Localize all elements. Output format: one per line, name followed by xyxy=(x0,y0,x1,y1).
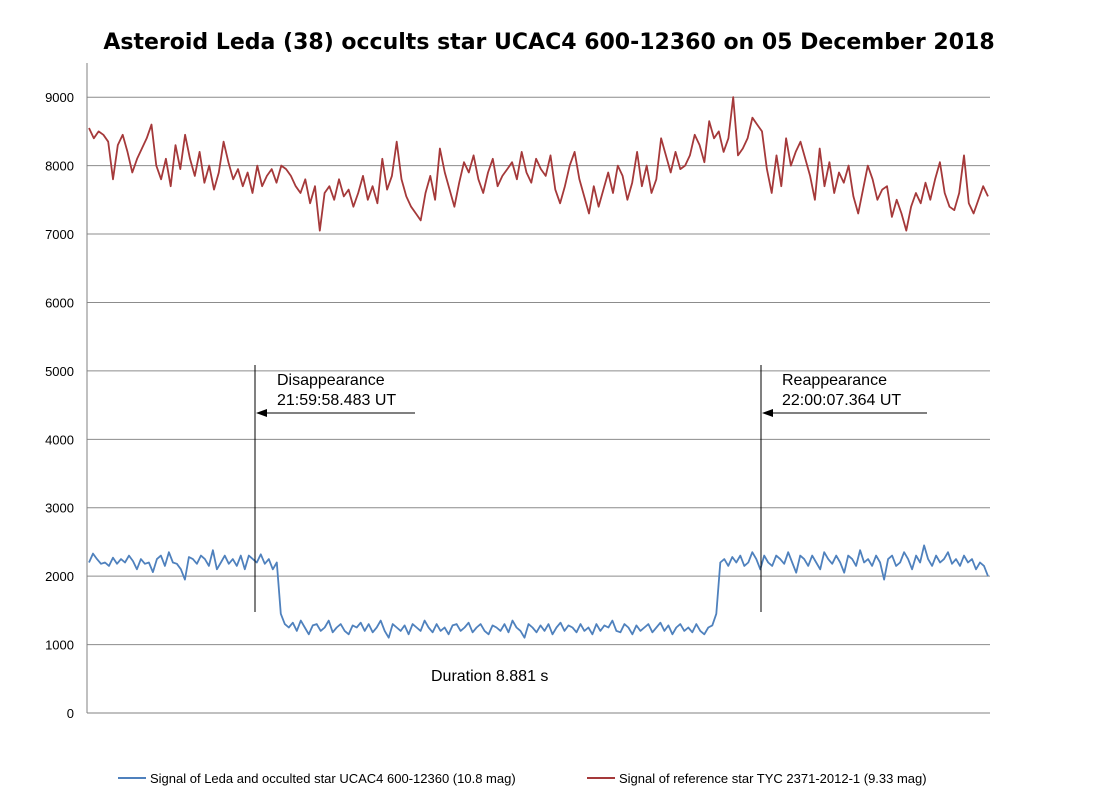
y-tick-label: 2000 xyxy=(45,569,74,584)
disappearance-annotation: Disappearance 21:59:58.483 UT xyxy=(254,365,415,612)
disappearance-label: Disappearance xyxy=(277,372,385,389)
reappearance-annotation: Reappearance 22:00:07.364 UT xyxy=(760,365,927,612)
disappearance-time: 21:59:58.483 UT xyxy=(277,392,396,409)
disappearance-arrow-head xyxy=(256,409,267,417)
legend-label-reference: Signal of reference star TYC 2371-2012-1… xyxy=(619,771,927,786)
y-tick-label: 6000 xyxy=(45,295,74,310)
gridlines xyxy=(87,96,990,646)
series-line-reference xyxy=(88,96,989,232)
y-axis-ticks: 0 1000 2000 3000 4000 5000 6000 7000 8000 9000 xyxy=(45,90,74,721)
series-line-leda xyxy=(88,544,989,639)
chart-title: Asteroid Leda (38) occults star UCAC4 60… xyxy=(103,30,994,55)
reappearance-arrow-head xyxy=(762,409,773,417)
series-layer xyxy=(88,96,989,639)
legend: Signal of Leda and occulted star UCAC4 6… xyxy=(118,771,927,786)
y-tick-label: 5000 xyxy=(45,364,74,379)
reappearance-time: 22:00:07.364 UT xyxy=(782,392,901,409)
y-tick-label: 8000 xyxy=(45,159,74,174)
y-tick-label: 1000 xyxy=(45,638,74,653)
duration-label: Duration 8.881 s xyxy=(431,668,548,685)
y-tick-label: 7000 xyxy=(45,227,74,242)
y-tick-label: 9000 xyxy=(45,90,74,105)
y-tick-label: 0 xyxy=(67,706,74,721)
reappearance-label: Reappearance xyxy=(782,372,887,389)
legend-label-leda: Signal of Leda and occulted star UCAC4 6… xyxy=(150,771,516,786)
y-tick-label: 3000 xyxy=(45,501,74,516)
y-tick-label: 4000 xyxy=(45,432,74,447)
